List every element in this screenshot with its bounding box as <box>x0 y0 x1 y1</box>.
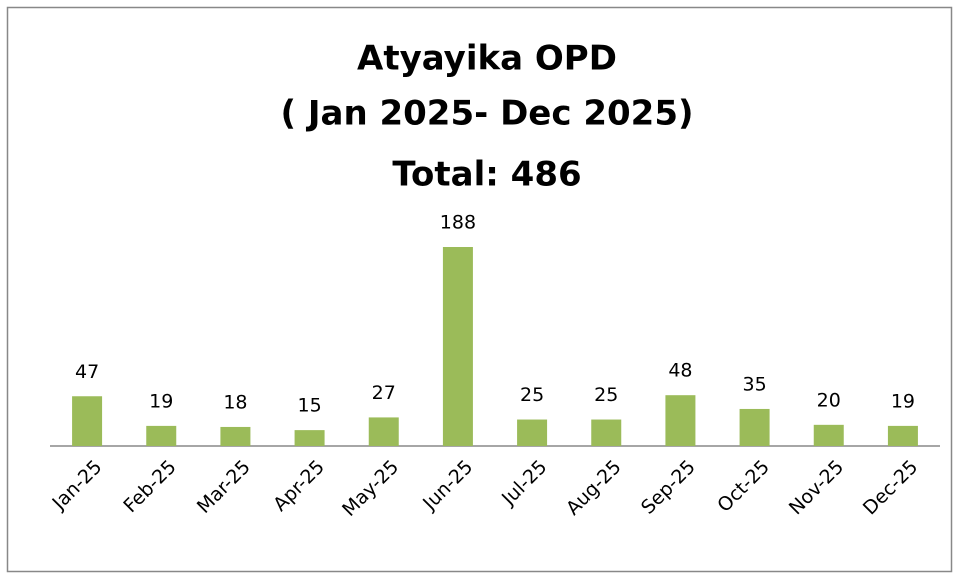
data-label: 19 <box>891 390 915 412</box>
data-label: 27 <box>372 382 396 404</box>
bar <box>72 396 103 446</box>
bar <box>517 419 548 446</box>
bar <box>813 424 844 446</box>
data-label: 48 <box>668 360 692 382</box>
data-label: 25 <box>520 384 544 406</box>
data-label: 35 <box>742 373 766 395</box>
bar <box>739 408 770 446</box>
bar <box>294 430 325 446</box>
data-label: 18 <box>223 391 247 413</box>
bar <box>146 425 177 446</box>
chart-title: ( Jan 2025- Dec 2025) <box>280 94 693 134</box>
data-label: 20 <box>817 389 841 411</box>
bar <box>591 419 622 446</box>
chart-title: Total: 486 <box>392 155 581 195</box>
bar <box>442 247 473 446</box>
data-label: 19 <box>149 390 173 412</box>
data-label: 188 <box>440 212 476 234</box>
data-label: 25 <box>594 384 618 406</box>
bar <box>220 426 251 446</box>
bar <box>368 417 399 446</box>
chart-border <box>6 6 953 573</box>
bar <box>887 425 918 446</box>
bar <box>665 395 696 446</box>
data-label: 47 <box>75 361 99 383</box>
chart-title: Atyayika OPD <box>357 39 617 79</box>
data-label: 15 <box>297 395 321 417</box>
